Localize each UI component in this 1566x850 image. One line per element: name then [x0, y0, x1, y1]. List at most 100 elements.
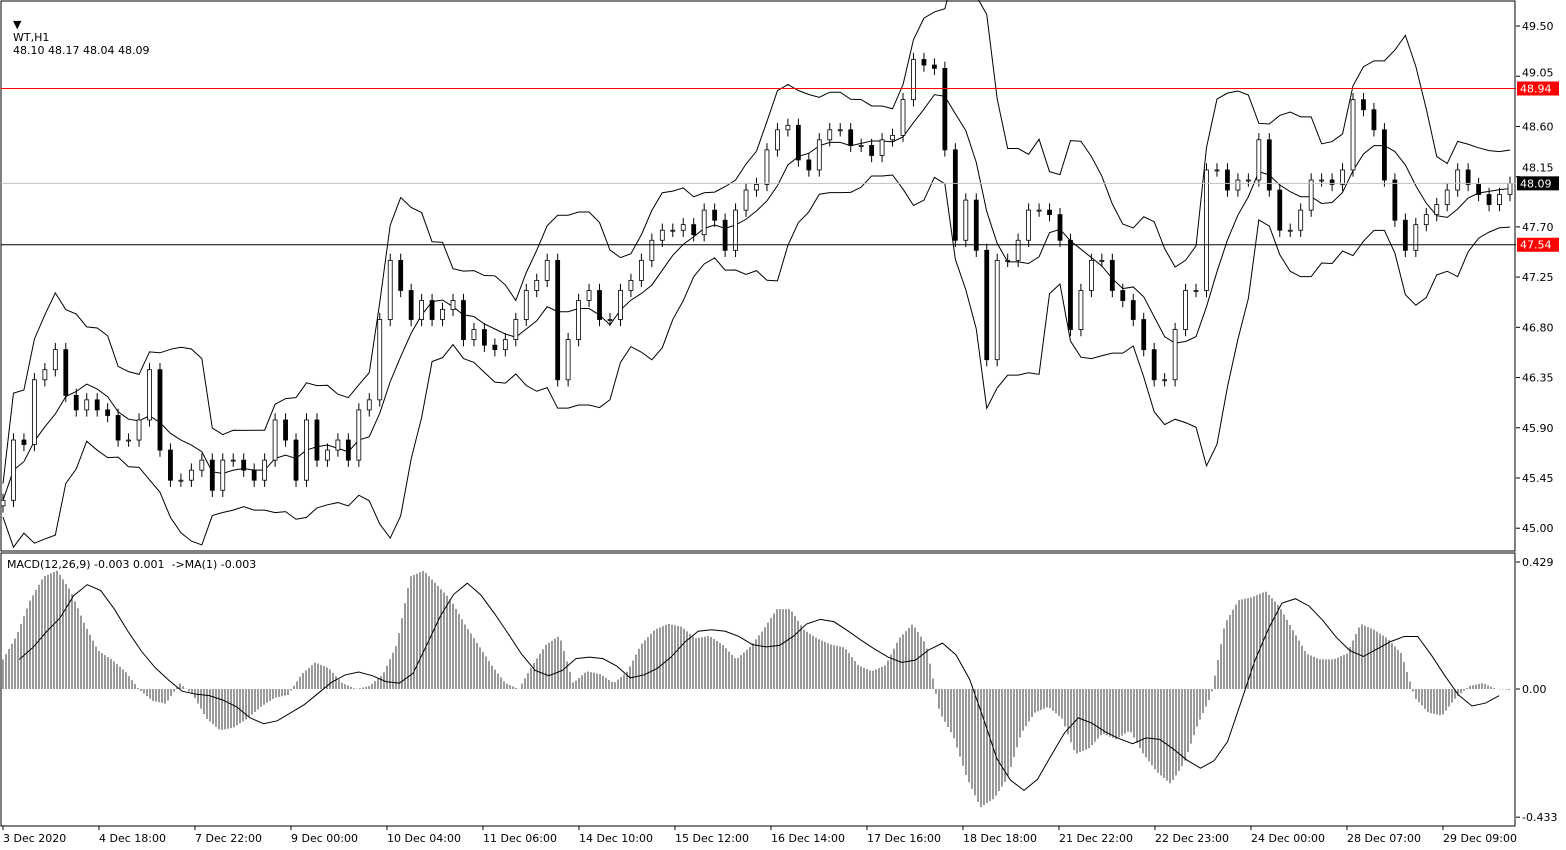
time-tick-label: 24 Dec 00:00	[1251, 832, 1325, 845]
candle-body	[701, 209, 707, 236]
candle-body	[1109, 259, 1115, 291]
candle-body	[1036, 209, 1042, 212]
time-tick-label: 21 Dec 22:00	[1059, 832, 1133, 845]
ohlc-values: 48.10 48.17 48.04 48.09	[13, 44, 150, 57]
candle-body	[450, 300, 456, 310]
candle-body	[1005, 259, 1011, 262]
candle-body	[387, 259, 393, 320]
candle-body	[1204, 169, 1209, 291]
candle-body	[932, 64, 937, 69]
price-tick-label: 46.80	[1522, 321, 1554, 334]
candle-body	[827, 129, 833, 141]
candle-body	[461, 300, 466, 340]
candle-body	[105, 409, 111, 416]
time-tick-label: 16 Dec 14:00	[771, 832, 845, 845]
candle-body	[188, 469, 194, 481]
candle-body	[1507, 182, 1513, 195]
candle-body	[52, 349, 58, 371]
candle-body	[1308, 179, 1314, 211]
candle-body	[262, 459, 268, 481]
price-tick-label: 47.70	[1522, 221, 1554, 234]
candle-body	[565, 339, 571, 381]
candle-body	[1193, 290, 1199, 292]
time-tick-label: 10 Dec 04:00	[387, 832, 461, 845]
candle-body	[733, 209, 738, 251]
candle-body	[199, 459, 205, 471]
candle-body	[691, 224, 697, 236]
bollinger-lower	[2, 174, 1511, 549]
candle-body	[869, 145, 875, 156]
time-tick-label: 17 Dec 16:00	[867, 832, 941, 845]
candle-body	[1476, 184, 1482, 195]
candle-body	[670, 229, 676, 232]
bollinger-upper	[2, 0, 1511, 484]
candle-body	[178, 479, 184, 482]
candle-body	[1057, 214, 1063, 241]
candle-body	[1026, 209, 1031, 241]
candle-body	[1130, 300, 1136, 320]
time-tick-label: 28 Dec 07:00	[1347, 832, 1421, 845]
candle-body	[586, 290, 592, 301]
time-tick-label: 22 Dec 23:00	[1155, 832, 1229, 845]
candle-body	[230, 459, 236, 462]
candle-body	[994, 259, 1000, 361]
candle-body	[1361, 99, 1366, 111]
price-label-bg	[1517, 176, 1559, 191]
candle-body	[168, 449, 173, 481]
candle-body	[73, 394, 79, 411]
candle-body	[345, 439, 351, 461]
candle-body	[775, 129, 780, 151]
candle-body	[31, 379, 37, 445]
price-tick-label: 48.60	[1522, 120, 1554, 133]
candle-body	[1423, 214, 1429, 226]
price-tick-label: 46.35	[1522, 372, 1554, 385]
candle-body	[1319, 179, 1325, 182]
candle-body	[1015, 239, 1021, 261]
candle-body	[1266, 139, 1272, 191]
candle-body	[115, 415, 121, 441]
candle-body	[618, 290, 623, 320]
candle-body	[1256, 139, 1262, 181]
candle-body	[1298, 209, 1304, 231]
candle-body	[649, 239, 655, 261]
candle-body	[1099, 259, 1105, 262]
price-tick-label: 45.90	[1522, 422, 1554, 435]
candle-body	[1214, 169, 1220, 172]
symbol-label: WT,H1	[13, 31, 50, 44]
candle-body	[597, 290, 602, 320]
candle-body	[314, 419, 320, 461]
candle-body	[429, 300, 435, 320]
time-tick-label: 7 Dec 22:00	[195, 832, 262, 845]
candle-body	[366, 399, 372, 411]
candle-body	[1392, 179, 1398, 221]
candle-body	[126, 439, 131, 442]
candle-body	[1444, 189, 1450, 205]
candle-body	[325, 449, 330, 461]
candle-body	[21, 439, 27, 445]
candle-body	[628, 280, 634, 291]
candle-body	[921, 59, 927, 66]
candle-body	[209, 459, 215, 491]
candle-body	[544, 259, 550, 281]
candle-body	[942, 68, 948, 151]
candle-body	[136, 419, 142, 441]
candle-body	[963, 199, 969, 241]
price-tick-label: 48.15	[1522, 161, 1554, 174]
candle-body	[471, 329, 477, 340]
dropdown-triangle-icon[interactable]: ▼	[13, 18, 22, 31]
candle-body	[1141, 319, 1147, 351]
candle-body	[754, 184, 759, 191]
candle-body	[251, 469, 257, 481]
candle-body	[1382, 129, 1387, 181]
time-tick-label: 4 Dec 18:00	[99, 832, 166, 845]
candle-body	[900, 99, 906, 136]
candle-body	[534, 280, 540, 291]
candle-body	[1371, 109, 1377, 131]
candle-body	[659, 229, 665, 241]
candle-body	[785, 124, 791, 131]
candle-body	[283, 419, 288, 441]
time-tick-label: 15 Dec 12:00	[675, 832, 749, 845]
candle-body	[1047, 209, 1052, 216]
candle-body	[0, 499, 6, 507]
